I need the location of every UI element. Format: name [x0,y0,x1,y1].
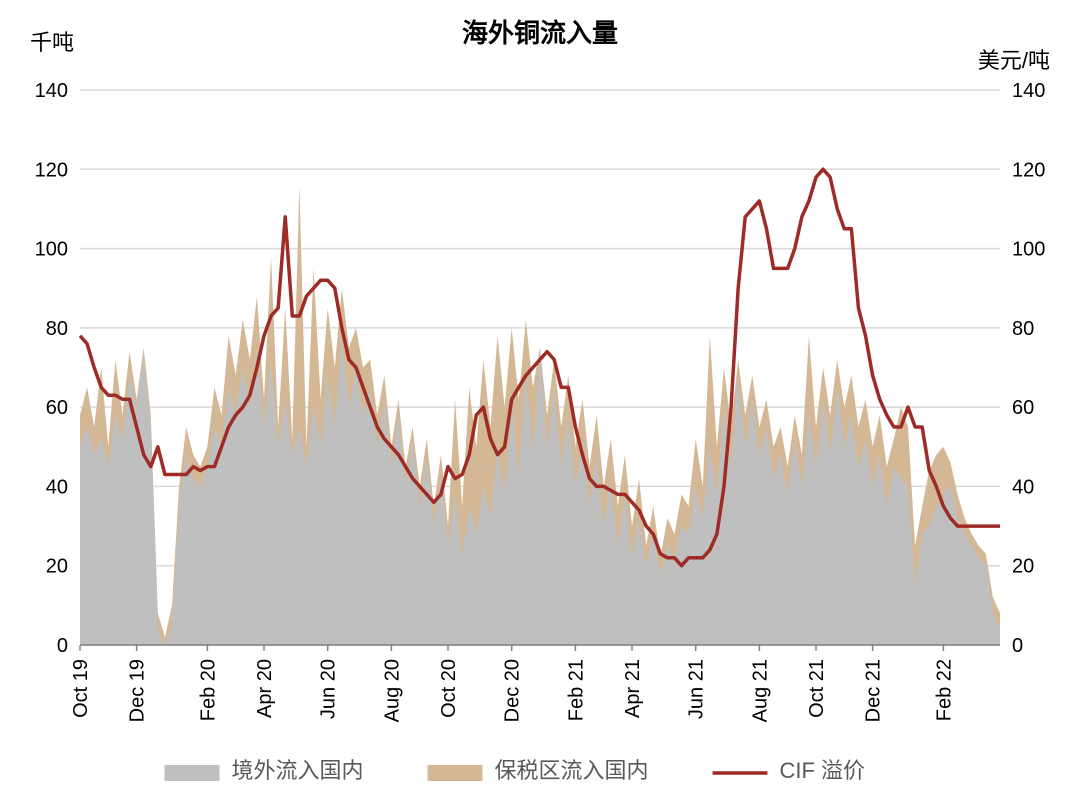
x-tick-label: Feb 20 [197,659,219,721]
chart-svg: 海外铜流入量 千吨 美元/吨 0 20 40 60 80 100 120 140 0 20 40 6… [0,0,1080,799]
y-left-tick-label: 100 [35,239,68,261]
x-tick-label: Aug 21 [749,659,771,722]
y-right-tick-label: 140 [1012,80,1045,102]
y-right-tick-label: 20 [1012,556,1034,578]
y-right-tick-label: 40 [1012,476,1034,498]
legend: 境外流入国内 保税区流入国内 CIF 溢价 [165,758,866,783]
x-tick-label: Feb 21 [565,659,587,721]
x-tick-label: Apr 21 [622,659,644,718]
chart-container: 海外铜流入量 千吨 美元/吨 0 20 40 60 80 100 120 140 0 20 40 6… [0,0,1080,799]
x-tick-label: Apr 20 [254,659,276,718]
y-right-tick-label: 0 [1012,635,1023,657]
y-right-tick-label: 120 [1012,159,1045,181]
y-right-ticks: 0 20 40 60 80 100 120 140 [1012,80,1045,657]
y-left-tick-label: 40 [46,476,68,498]
legend-label: 保税区流入国内 [495,758,649,783]
legend-swatch [165,765,220,781]
legend-swatch [428,765,483,781]
y-right-tick-label: 80 [1012,318,1034,340]
y-right-unit: 美元/吨 [978,48,1050,73]
y-left-tick-label: 120 [35,159,68,181]
x-tick-label: Feb 22 [933,659,955,721]
area-abroad-to-domestic [80,336,1000,645]
x-tick-label: Jun 20 [318,659,340,719]
x-tick-label: Dec 20 [502,659,524,722]
x-ticks: Oct 19 Dec 19 Feb 20 Apr 20 Jun 20 Aug 20 Oct … [70,645,955,722]
y-left-tick-label: 140 [35,80,68,102]
y-left-tick-label: 0 [57,635,68,657]
area-series-group [80,185,1000,645]
y-right-tick-label: 100 [1012,239,1045,261]
y-left-tick-label: 20 [46,556,68,578]
y-left-unit: 千吨 [30,30,74,55]
x-tick-label: Aug 20 [381,659,403,722]
y-left-tick-label: 60 [46,397,68,419]
legend-label: 境外流入国内 [232,758,364,783]
y-left-tick-label: 80 [46,318,68,340]
x-tick-label: Oct 21 [806,659,828,718]
chart-title: 海外铜流入量 [462,18,618,48]
x-tick-label: Oct 20 [438,659,460,718]
y-right-tick-label: 60 [1012,397,1034,419]
x-tick-label: Jun 21 [686,659,708,719]
x-tick-label: Oct 19 [70,659,92,718]
y-left-ticks: 0 20 40 60 80 100 120 140 [35,80,68,657]
x-tick-label: Dec 21 [863,659,885,722]
x-tick-label: Dec 19 [127,659,149,722]
legend-label: CIF 溢价 [780,758,866,783]
